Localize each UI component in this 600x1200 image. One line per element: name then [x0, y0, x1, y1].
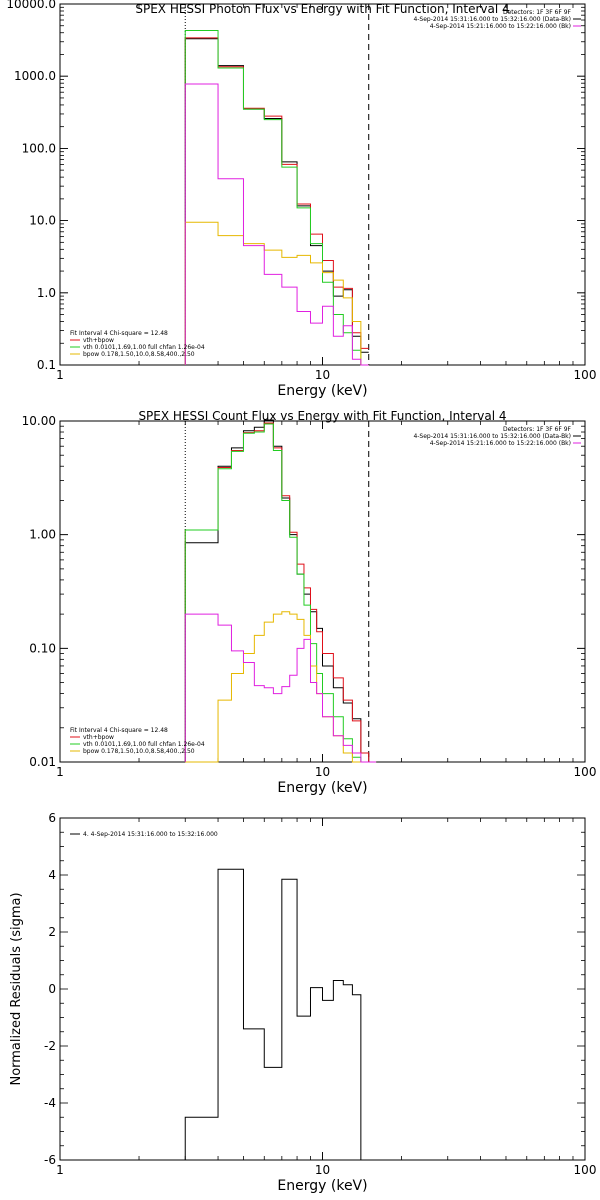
chart-title: SPEX HESSI Photon Flux vs Energy with Fi…: [135, 2, 509, 16]
x-tick-label: 1: [56, 765, 64, 779]
series-vth: [184, 29, 369, 366]
y-tick-label: -4: [44, 1096, 56, 1110]
x-tick-label: 1: [56, 1163, 64, 1177]
series-data-bk: [184, 419, 377, 763]
legend-left-entry: Fit Interval 4 Chi-square = 12.48: [70, 330, 168, 337]
chart-title: SPEX HESSI Count Flux vs Energy with Fit…: [138, 409, 506, 423]
x-tick-label: 10: [315, 765, 330, 779]
x-tick-label: 10: [315, 1163, 330, 1177]
y-tick-label: 10.0: [29, 214, 56, 228]
y-tick-label: 10000.0: [6, 0, 56, 11]
series-vth: [184, 423, 377, 763]
legend-right-entry: Detectors: 1F 3F 6F 9F: [503, 9, 572, 16]
y-tick-label: 2: [48, 925, 56, 939]
legend-left-entry: Fit Interval 4 Chi-square = 12.48: [70, 727, 168, 734]
y-tick-label: 100.0: [22, 141, 56, 155]
x-tick-label: 100: [574, 765, 597, 779]
y-tick-label: 0.1: [37, 358, 56, 372]
y-tick-label: -6: [44, 1153, 56, 1167]
legend-right-entry: 4-Sep-2014 15:21:16.000 to 15:22:16.000 …: [430, 440, 571, 447]
y-tick-label: 0.01: [29, 755, 56, 769]
y-tick-label: 6: [48, 811, 56, 825]
legend-right-entry: 4-Sep-2014 15:31:16.000 to 15:32:16.000 …: [413, 433, 571, 440]
series-residuals: [184, 868, 369, 1161]
legend-left-entry: vth 0.0101,1.69,1.00 full chfan 1.26e-04: [83, 741, 205, 748]
x-axis-label: Energy (keV): [277, 780, 367, 796]
x-tick-label: 10: [315, 368, 330, 382]
legend-left-entry: bpow 0.178,1.50,10.0,8.58,400.,2.50: [83, 351, 195, 358]
y-tick-label: 0: [48, 982, 56, 996]
y-tick-label: -2: [44, 1039, 56, 1053]
chart-panel-3: 1 10 100 Energy (keV) -6 -4 -2 0 2 4 6 Normalized R…: [9, 811, 596, 1194]
x-tick-label: 100: [574, 1163, 597, 1177]
x-axis-label: Energy (keV): [277, 383, 367, 399]
y-tick-label: 1.0: [37, 286, 56, 300]
legend-right-entry: 4-Sep-2014 15:31:16.000 to 15:32:16.000 …: [413, 16, 571, 23]
chart-panel-2: 1 10 100 Energy (keV) 0.01 0.10 1.00 10.00 SPEX …: [22, 409, 597, 796]
series-data-bk: [184, 38, 369, 365]
series-bpow: [184, 221, 369, 366]
series-bpow: [185, 611, 377, 763]
series-vth-bpow: [184, 37, 369, 365]
legend-left-entry: bpow 0.178,1.50,10.0,8.58,400.,2.50: [83, 748, 195, 755]
y-axis-label: Normalized Residuals (sigma): [9, 892, 24, 1085]
y-tick-label: 4: [48, 868, 56, 882]
legend-left-entry: vth+bpow: [83, 734, 114, 741]
y-tick-label: 0.10: [29, 641, 56, 655]
series-vth-bpow: [184, 422, 377, 763]
series-bk: [184, 613, 377, 763]
x-tick-label: 100: [574, 368, 597, 382]
legend-left-entry: vth 0.0101,1.69,1.00 full chfan 1.26e-04: [83, 344, 205, 351]
legend-left-entry: vth+bpow: [83, 337, 114, 344]
y-tick-label: 1000.0: [14, 69, 56, 83]
series-bk: [184, 83, 369, 366]
legend-right-entry: 4-Sep-2014 15:21:16.000 to 15:22:16.000 …: [430, 23, 571, 30]
x-axis-label: Energy (keV): [277, 1178, 367, 1194]
y-tick-label: 1.00: [29, 528, 56, 542]
x-tick-label: 1: [56, 368, 64, 382]
legend-left-entry: 4. 4-Sep-2014 15:31:16.000 to 15:32:16.0…: [83, 831, 218, 838]
legend-right-entry: Detectors: 1F 3F 6F 9F: [503, 426, 572, 433]
y-tick-label: 10.00: [22, 414, 56, 428]
chart-panel-1: 1 10 100 Energy (keV) 0.1 1.0 10.0 100.0 1000.0 1…: [6, 0, 596, 399]
